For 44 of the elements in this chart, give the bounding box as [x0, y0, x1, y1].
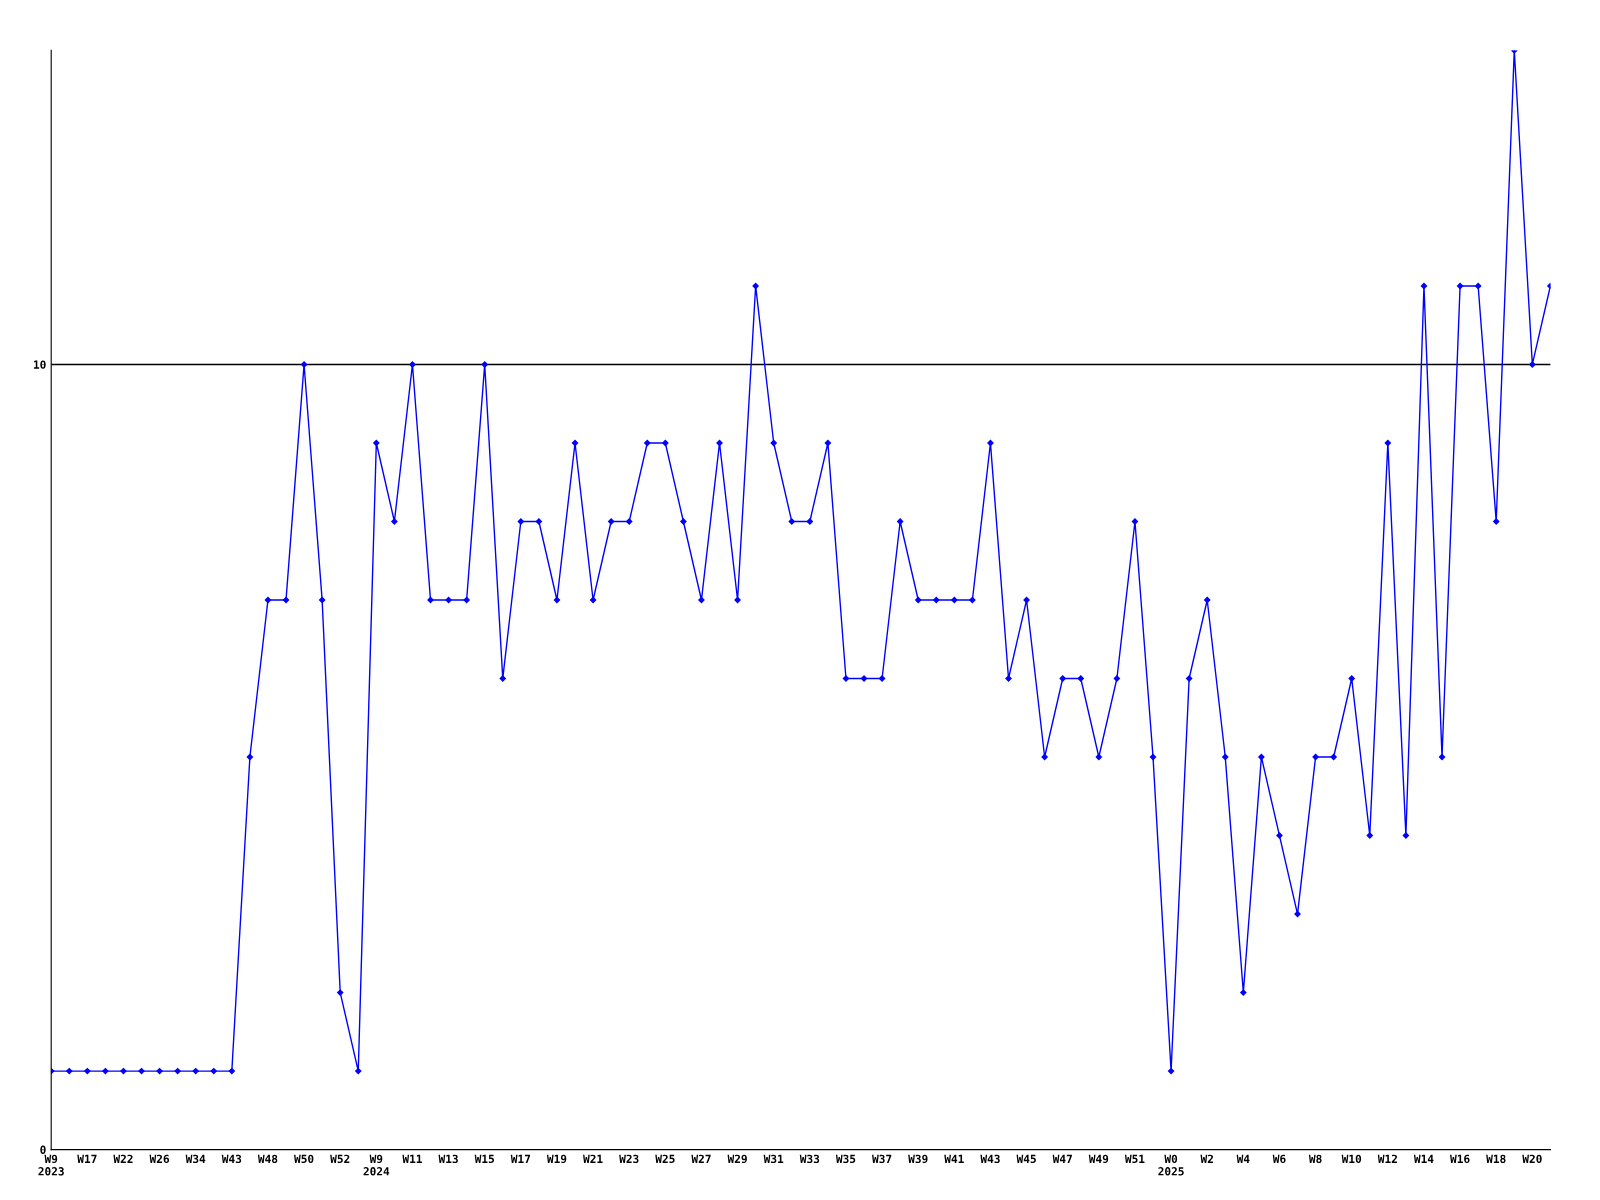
x-tick-label: W31	[763, 1154, 784, 1164]
x-tick-label: W51	[1124, 1154, 1145, 1164]
x-tick-label: W45	[1016, 1154, 1036, 1164]
x-tick-label: W49	[1088, 1154, 1109, 1164]
x-tick-label: W29	[727, 1154, 747, 1164]
x-tick-label: W25	[655, 1154, 675, 1164]
x-tick-label: W17	[77, 1154, 97, 1163]
x-tick-label: W47	[1052, 1154, 1072, 1163]
x-tick-label: W2	[1200, 1154, 1213, 1163]
x-tick-label: W0 2025	[1158, 1154, 1184, 1176]
x-tick-label: W21	[583, 1154, 603, 1163]
y-tick-label: 0	[40, 1145, 46, 1154]
x-tick-label: W13	[438, 1154, 458, 1164]
x-tick-label: W20	[1522, 1154, 1542, 1164]
x-tick-label: W4	[1236, 1154, 1250, 1163]
x-tick-label: W9 2023	[38, 1154, 64, 1176]
x-tick-label: W43	[980, 1154, 1000, 1164]
x-tick-label: W23	[619, 1154, 639, 1164]
x-tick-label: W22	[113, 1154, 133, 1163]
x-tick-label: W11	[402, 1154, 422, 1163]
x-tick-label: W26	[149, 1154, 170, 1164]
x-tick-label: W15	[474, 1154, 494, 1164]
x-tick-label: W14	[1413, 1154, 1434, 1163]
x-tick-label: W33	[799, 1154, 820, 1164]
x-tick-label: W34	[185, 1154, 206, 1164]
y-tick-label: 10	[33, 360, 46, 369]
x-tick-label: W16	[1450, 1154, 1470, 1164]
x-tick-label: W52	[330, 1154, 350, 1164]
x-tick-label: W27	[691, 1154, 711, 1163]
x-tick-label: W18	[1486, 1154, 1506, 1164]
x-tick-label: W41	[944, 1154, 964, 1163]
x-tick-label: W8	[1308, 1154, 1322, 1164]
x-tick-label: W48	[257, 1154, 278, 1164]
x-tick-label: W50	[294, 1154, 314, 1164]
x-tick-label: W17	[510, 1154, 531, 1163]
x-tick-label: W35	[835, 1154, 856, 1164]
x-tick-label: W37	[872, 1154, 892, 1164]
x-tick-label: W39	[908, 1154, 928, 1164]
x-tick-label: W6	[1272, 1154, 1286, 1164]
x-tick-label: W19	[546, 1154, 567, 1164]
x-tick-label: W12	[1377, 1154, 1397, 1163]
x-tick-label: W10	[1341, 1154, 1362, 1164]
x-tick-label: W9 2024	[363, 1154, 390, 1176]
x-tick-label: W43	[221, 1154, 242, 1164]
